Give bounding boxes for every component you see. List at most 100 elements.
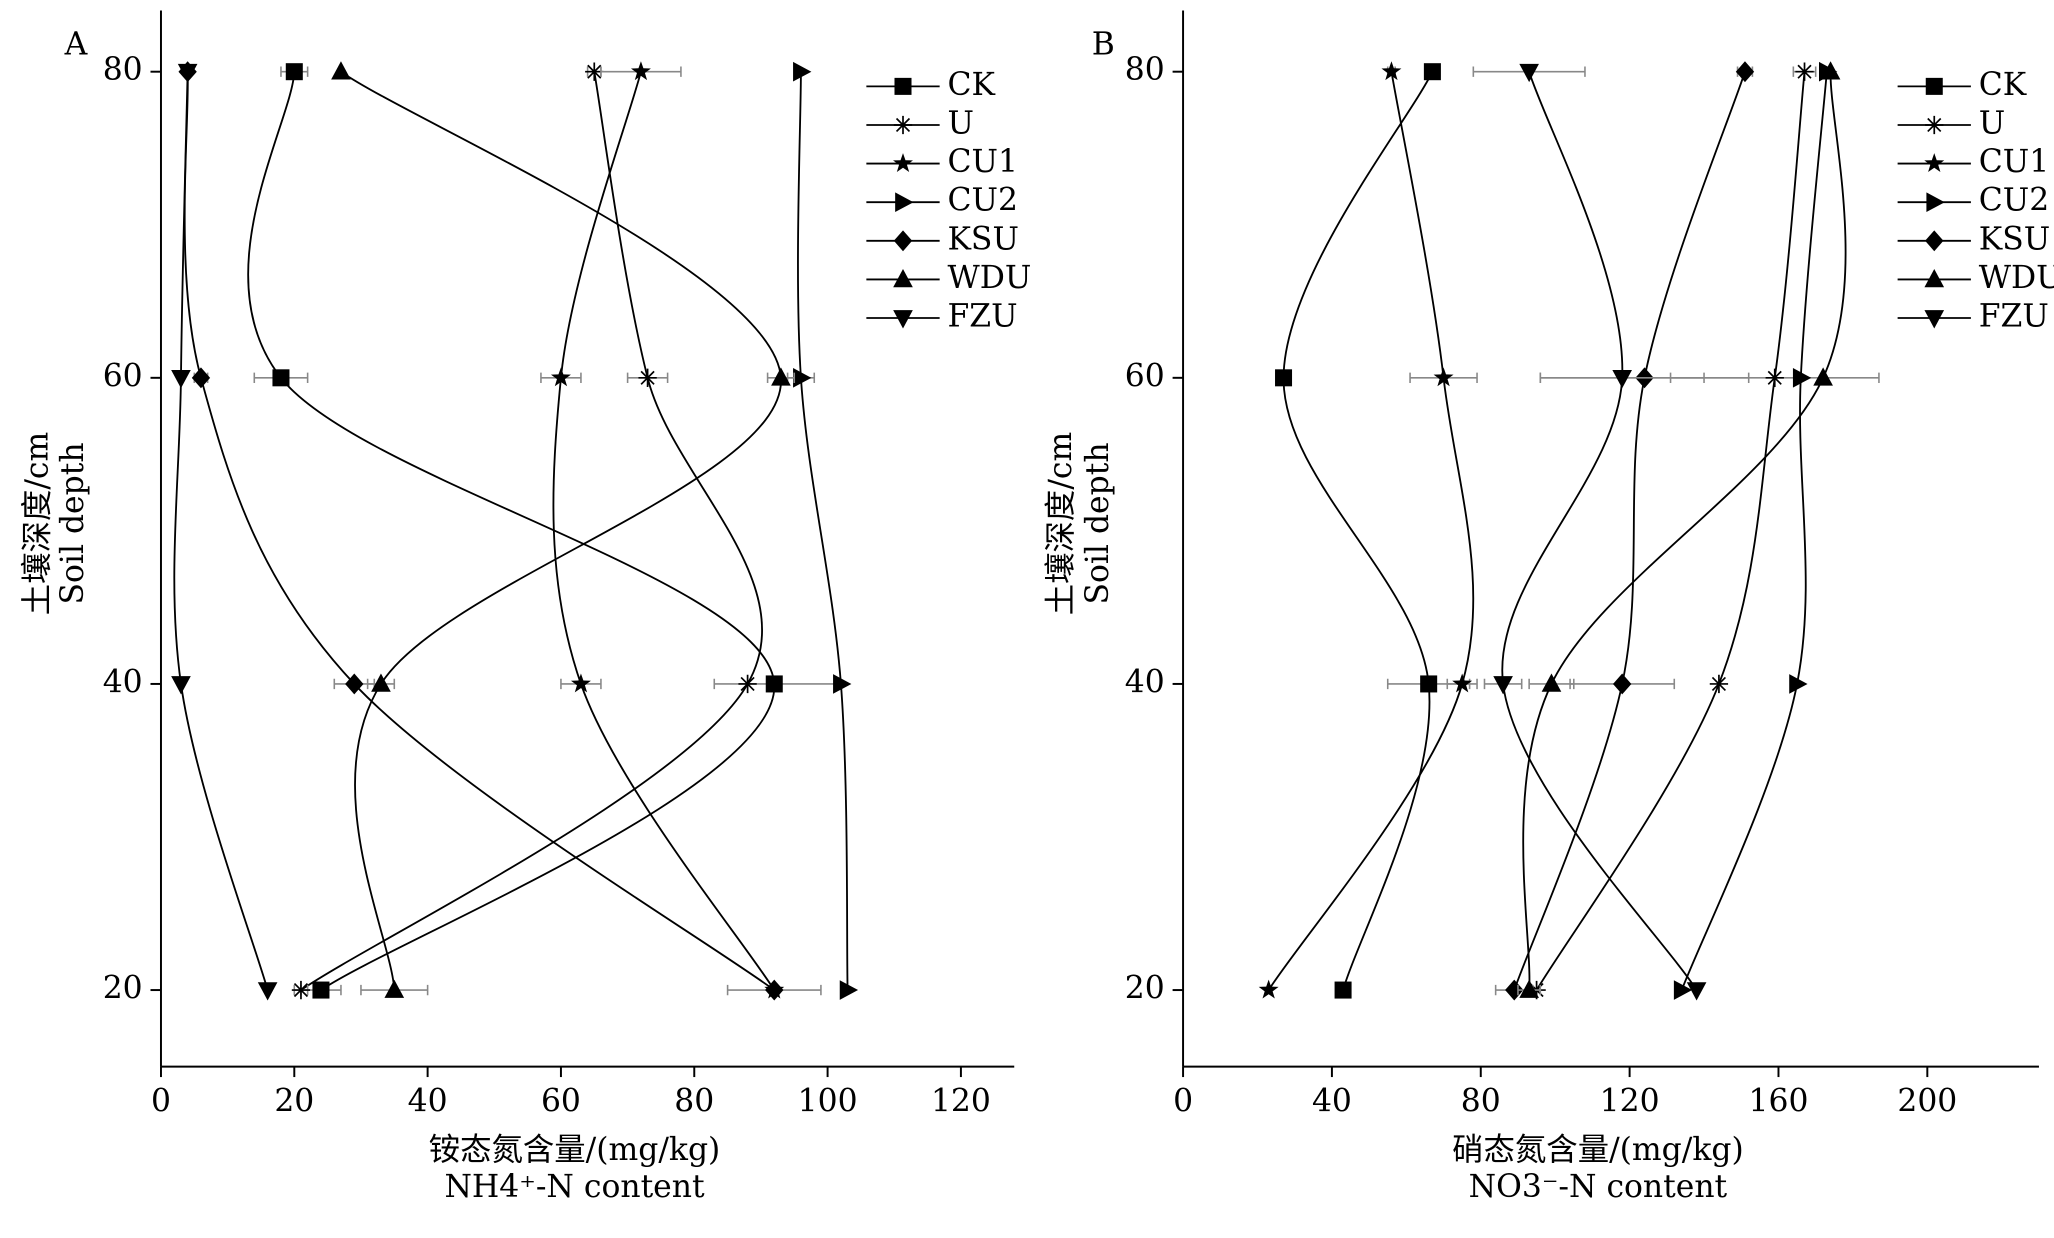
x-axis-label: NH4⁺-N content bbox=[444, 1169, 705, 1205]
legend-marker bbox=[1924, 153, 1945, 173]
data-point bbox=[1820, 61, 1841, 80]
data-point bbox=[331, 61, 351, 80]
data-point bbox=[345, 673, 364, 695]
legend-marker bbox=[893, 268, 913, 288]
legend-marker bbox=[1925, 230, 1944, 252]
data-point bbox=[1420, 675, 1438, 693]
legend-marker bbox=[894, 77, 912, 95]
data-point bbox=[1612, 369, 1632, 389]
x-tick-label: 0 bbox=[1173, 1084, 1193, 1120]
y-tick-label: 80 bbox=[103, 52, 143, 88]
x-axis-label: NO3⁻-N content bbox=[1469, 1169, 1728, 1205]
data-point bbox=[291, 980, 311, 1000]
legend-label: KSU bbox=[1979, 221, 2050, 257]
data-point bbox=[1765, 368, 1784, 387]
x-tick-label: 120 bbox=[1600, 1084, 1660, 1120]
data-point bbox=[285, 63, 303, 81]
y-axis-label: Soil depth bbox=[1080, 442, 1116, 604]
legend-label: U bbox=[947, 105, 973, 141]
data-point bbox=[1258, 979, 1279, 999]
series-line bbox=[1522, 71, 1847, 991]
y-axis-label: 土壤深度/cm bbox=[20, 432, 56, 615]
legend-label: CU2 bbox=[1979, 183, 2049, 219]
data-point bbox=[272, 369, 290, 387]
data-point bbox=[1795, 62, 1814, 81]
data-point bbox=[793, 368, 812, 388]
y-tick-label: 80 bbox=[1125, 52, 1165, 88]
data-point bbox=[1505, 979, 1524, 1001]
legend-label: WDU bbox=[947, 260, 1031, 296]
data-point bbox=[839, 980, 859, 1000]
data-point bbox=[171, 676, 191, 695]
legend-marker bbox=[1924, 310, 1945, 329]
data-point bbox=[765, 675, 783, 693]
legend-label: U bbox=[1979, 105, 2005, 141]
series-line bbox=[797, 71, 849, 991]
legend-label: CK bbox=[947, 67, 995, 103]
legend-label: CK bbox=[1979, 67, 2027, 103]
data-point bbox=[1275, 369, 1293, 387]
data-point bbox=[1709, 674, 1729, 694]
chart: 0 40 80 120 160 200 20 40 60 80 B 土壤深度/cm Soil depth… bbox=[1043, 10, 2054, 1205]
legend-marker bbox=[893, 115, 913, 135]
data-point bbox=[1813, 367, 1833, 386]
x-tick-label: 60 bbox=[541, 1084, 581, 1120]
series-line bbox=[340, 70, 782, 991]
data-point bbox=[833, 674, 852, 694]
data-point bbox=[384, 979, 405, 998]
y-tick-label: 60 bbox=[103, 358, 143, 394]
x-tick-label: 80 bbox=[674, 1084, 714, 1120]
series-line bbox=[300, 71, 763, 991]
panel-label: A bbox=[64, 26, 88, 62]
x-tick-label: 160 bbox=[1749, 1084, 1809, 1120]
x-tick-label: 80 bbox=[1461, 1084, 1501, 1120]
y-tick-label: 60 bbox=[1125, 358, 1165, 394]
legend-marker bbox=[893, 153, 913, 173]
series-line bbox=[1513, 71, 1746, 991]
legend-marker bbox=[1925, 77, 1943, 95]
data-point bbox=[1452, 673, 1473, 693]
y-axis-label: 土壤深度/cm bbox=[1043, 432, 1079, 616]
chart: 0 20 40 60 80 100 120 20 40 60 80 A 土壤深度/cm Soil dept… bbox=[20, 10, 1031, 1205]
data-point bbox=[738, 674, 757, 694]
data-point bbox=[1423, 63, 1441, 81]
y-tick-label: 40 bbox=[103, 664, 143, 700]
x-axis-label: 硝态氮含量/(mg/kg) bbox=[1452, 1132, 1744, 1168]
legend-label: FZU bbox=[1979, 299, 2049, 335]
legend-label: KSU bbox=[947, 221, 1018, 257]
data-point bbox=[1519, 979, 1539, 998]
data-point bbox=[1735, 61, 1755, 83]
legend-label: WDU bbox=[1979, 260, 2054, 296]
data-point bbox=[1789, 674, 1808, 694]
panel-label: B bbox=[1092, 26, 1115, 62]
x-tick-label: 200 bbox=[1897, 1084, 1957, 1120]
legend-marker bbox=[1925, 115, 1944, 135]
data-point bbox=[585, 62, 604, 81]
y-tick-label: 20 bbox=[1125, 971, 1165, 1007]
data-point bbox=[638, 368, 657, 387]
data-point bbox=[1673, 980, 1693, 1000]
data-point bbox=[1686, 982, 1707, 1001]
legend-label: CU1 bbox=[947, 144, 1017, 180]
y-tick-label: 20 bbox=[103, 971, 143, 1007]
series-line bbox=[1535, 71, 1806, 991]
x-tick-label: 100 bbox=[798, 1084, 858, 1120]
legend-marker bbox=[893, 230, 913, 252]
data-point bbox=[765, 979, 784, 1001]
data-point bbox=[1493, 676, 1513, 695]
data-point bbox=[771, 367, 791, 386]
legend-label: FZU bbox=[947, 299, 1017, 335]
data-point bbox=[630, 61, 651, 81]
data-point bbox=[177, 63, 198, 83]
data-point bbox=[793, 61, 812, 82]
data-point bbox=[1792, 368, 1812, 388]
data-point bbox=[570, 673, 591, 693]
legend-label: CU1 bbox=[1979, 144, 2049, 180]
data-point bbox=[1613, 673, 1632, 695]
series-line bbox=[173, 71, 269, 991]
data-point bbox=[1433, 367, 1454, 387]
data-point bbox=[1381, 61, 1402, 81]
series-line bbox=[1282, 71, 1434, 991]
data-point bbox=[1334, 981, 1352, 999]
